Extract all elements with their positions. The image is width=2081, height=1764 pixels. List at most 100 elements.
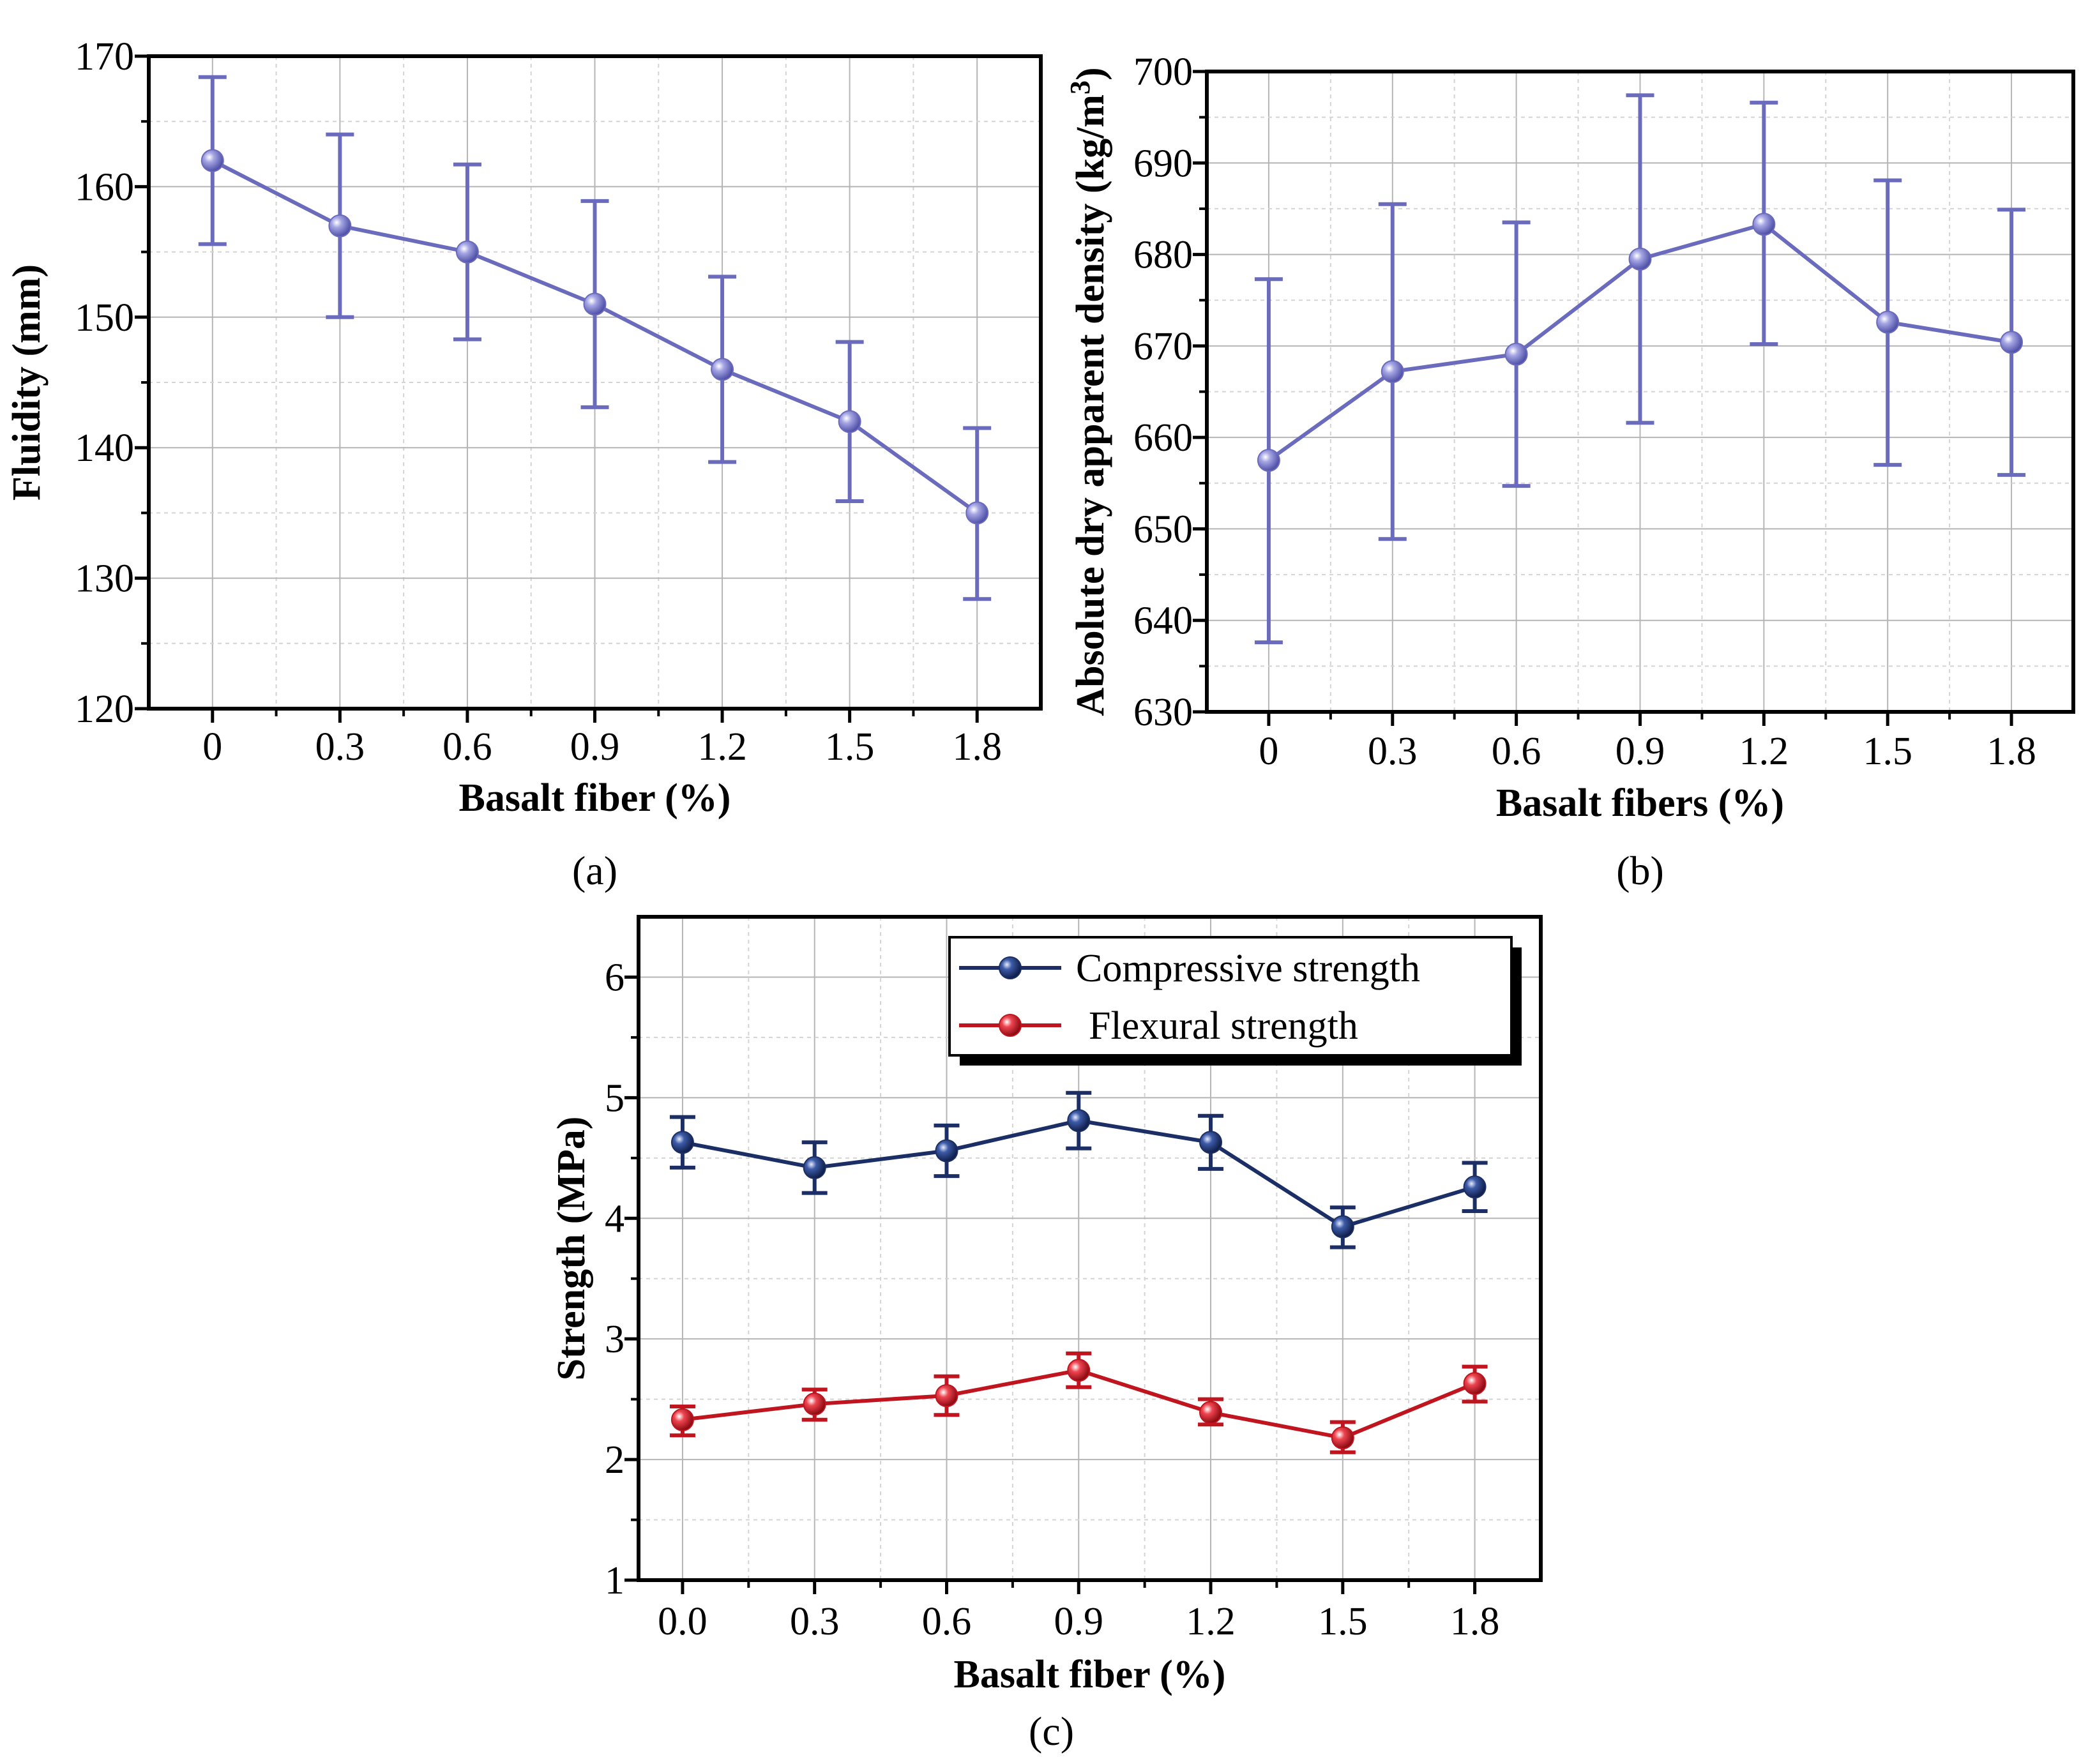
data-point (1628, 247, 1652, 271)
panel-a-fluidity: 0 0.3 0.6 0.9 1.2 1.5 1.8 120 130 140 150 160 170 Bas… (5, 35, 1043, 893)
y-tick-label: 680 (1133, 234, 1193, 277)
data-point (670, 1131, 694, 1154)
y-tick-label: 670 (1133, 325, 1193, 368)
x-tick-label: 1.5 (825, 725, 875, 769)
x-axis-ticks: 0 0.3 0.6 0.9 1.2 1.5 1.8 (202, 709, 1002, 769)
x-tick-label: 1.8 (952, 725, 1002, 769)
x-tick-label: 1.8 (1986, 730, 2036, 773)
data-point (1463, 1175, 1487, 1199)
data-point (455, 240, 479, 264)
y-tick-label: 140 (75, 426, 134, 470)
y-axis-title-close: ) (1069, 67, 1112, 80)
y-tick-label: 3 (605, 1318, 624, 1361)
y-tick-label: 160 (75, 165, 134, 209)
data-point (803, 1392, 826, 1416)
panel-c-strength: 0.0 0.3 0.6 0.9 1.2 1.5 1.8 1 2 3 4 5 6 Basalt fiber … (550, 915, 1543, 1754)
series-density (1254, 93, 2026, 645)
data-point (935, 1383, 958, 1407)
x-axis-ticks: 0 0.3 0.6 0.9 1.2 1.5 1.8 (1259, 712, 2036, 773)
data-point (1257, 448, 1280, 472)
legend-label: Compressive strength (1076, 947, 1420, 990)
panel-label: (c) (1029, 1708, 1074, 1754)
y-axis-title-superscript: 3 (1064, 80, 1096, 94)
data-point (1199, 1131, 1223, 1154)
y-tick-label: 5 (605, 1076, 624, 1120)
x-tick-label: 0.3 (315, 725, 365, 769)
data-point (201, 149, 224, 172)
y-tick-label: 650 (1133, 508, 1193, 551)
data-point (1199, 1401, 1223, 1424)
data-point (1463, 1372, 1487, 1396)
x-tick-label: 0.9 (1054, 1600, 1104, 1643)
y-axis-ticks: 630 640 650 660 670 680 690 700 (1133, 50, 1207, 734)
y-tick-label: 700 (1133, 50, 1193, 94)
y-axis-title: Strength (MPa) (550, 1117, 593, 1381)
y-tick-label: 1 (605, 1559, 624, 1602)
y-axis-ticks: 1 2 3 4 5 6 (605, 956, 639, 1602)
x-tick-label: 0.6 (1492, 730, 1541, 773)
series-fluidity (198, 75, 992, 601)
x-tick-label: 0 (202, 725, 222, 769)
y-axis-ticks: 120 130 140 150 160 170 (75, 35, 149, 731)
y-axis-title: Absolute dry apparent density (kg/m3) (1064, 67, 1112, 716)
legend: Compressive strength Flexural strength (948, 936, 1522, 1066)
y-axis-title-main: Strength (MPa) (550, 1117, 593, 1381)
legend-box (948, 936, 1513, 1057)
legend-label: Flexural strength (1089, 1004, 1358, 1048)
x-tick-label: 0.3 (790, 1600, 840, 1643)
data-point (583, 292, 607, 316)
panel-b-density: 0 0.3 0.6 0.9 1.2 1.5 1.8 630 640 650 660 670 680 690… (1064, 50, 2075, 893)
data-point (1876, 310, 1900, 334)
y-axis-title-main: Absolute dry apparent density (kg/m (1069, 94, 1112, 716)
x-tick-label: 1.5 (1318, 1600, 1368, 1643)
data-point (935, 1139, 958, 1163)
data-point (1752, 213, 1776, 236)
x-tick-label: 0.9 (570, 725, 620, 769)
x-tick-label: 1.8 (1450, 1600, 1500, 1643)
x-axis-title: Basalt fibers (%) (1496, 781, 1784, 825)
data-point (1504, 342, 1528, 366)
x-tick-label: 1.2 (1186, 1600, 1236, 1643)
data-point (838, 410, 861, 433)
data-point (965, 501, 989, 525)
series-compressive-strength (669, 1090, 1488, 1249)
y-tick-label: 6 (605, 956, 624, 999)
panel-label: (a) (572, 848, 617, 893)
x-tick-label: 1.2 (1739, 730, 1789, 773)
y-tick-label: 120 (75, 688, 134, 731)
data-point (328, 214, 352, 237)
y-axis-title: Fluidity (mm) (5, 264, 49, 501)
plot-frame (637, 915, 1543, 1582)
data-point (1067, 1359, 1091, 1382)
y-tick-label: 170 (75, 35, 134, 79)
y-axis-title-main: Fluidity (mm) (5, 264, 49, 501)
x-axis-title: Basalt fiber (%) (459, 776, 731, 820)
x-tick-label: 1.5 (1863, 730, 1912, 773)
data-point (1067, 1109, 1091, 1133)
legend-swatch-marker (999, 1014, 1022, 1037)
x-tick-label: 1.2 (697, 725, 747, 769)
panel-label: (b) (1616, 848, 1664, 893)
x-axis-ticks: 0.0 0.3 0.6 0.9 1.2 1.5 1.8 (658, 1580, 1499, 1643)
y-tick-label: 640 (1133, 599, 1193, 643)
x-tick-label: 0.6 (922, 1600, 972, 1643)
legend-swatch-marker (999, 956, 1022, 979)
x-tick-label: 0 (1259, 730, 1278, 773)
legend-item-flexural-strength: Flexural strength (959, 1004, 1358, 1048)
data-point (1331, 1426, 1354, 1450)
y-tick-label: 630 (1133, 691, 1193, 734)
x-tick-label: 0.9 (1616, 730, 1665, 773)
x-tick-label: 0.6 (443, 725, 492, 769)
data-point (670, 1408, 694, 1431)
data-point (1381, 359, 1404, 383)
data-point (803, 1156, 826, 1179)
y-tick-label: 130 (75, 557, 134, 601)
legend-item-compressive-strength: Compressive strength (959, 947, 1420, 990)
x-axis-title: Basalt fiber (%) (954, 1653, 1226, 1696)
y-tick-label: 150 (75, 296, 134, 340)
x-tick-label: 0.3 (1368, 730, 1418, 773)
y-tick-label: 660 (1133, 416, 1193, 460)
y-tick-label: 4 (605, 1197, 624, 1240)
data-point (2000, 331, 2024, 354)
